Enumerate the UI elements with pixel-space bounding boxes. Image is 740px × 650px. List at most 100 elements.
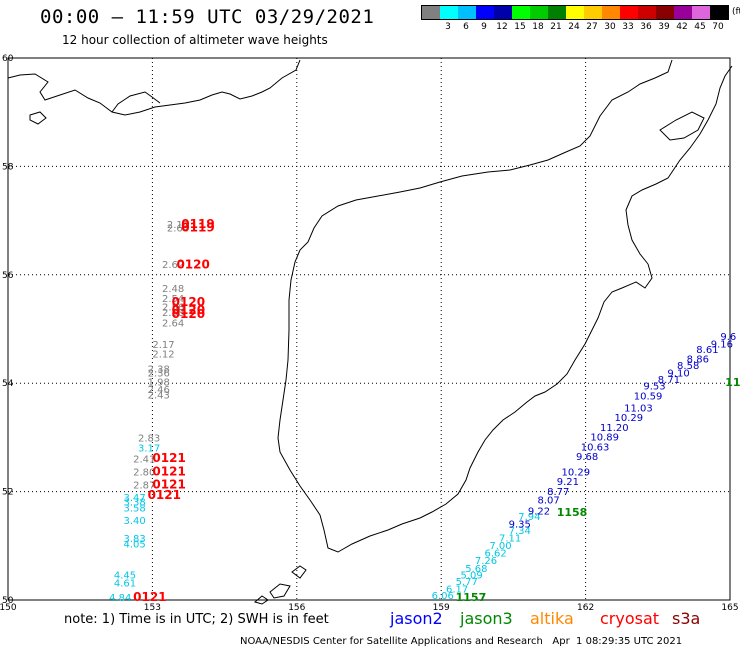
swh-value-grey: 2.36 bbox=[148, 369, 170, 380]
swh-value-cyan: 3.38 bbox=[124, 498, 146, 509]
satellite-label-altika: altika bbox=[530, 609, 574, 628]
kuril-island-1 bbox=[291, 565, 307, 579]
pass-time-red: 0121 bbox=[148, 488, 181, 502]
swh-value-cyan: 6.62 bbox=[485, 549, 507, 560]
swh-value-blue: 9.68 bbox=[576, 452, 598, 463]
swh-value-cyan: 3.47 bbox=[124, 493, 146, 504]
swh-value-grey: 2.56 bbox=[162, 303, 184, 314]
observation-labels: 2.172.642.622.482.542.562.582.642.172.12… bbox=[109, 217, 740, 604]
kamchatka-gulf bbox=[659, 111, 705, 141]
legend-swatch bbox=[566, 6, 584, 19]
west-kamchatka-coast bbox=[277, 59, 673, 553]
swh-value-blue: 11.03 bbox=[624, 403, 653, 414]
legend-swatch bbox=[512, 6, 530, 19]
legend-swatch bbox=[440, 6, 458, 19]
legend-tick-label: 42 bbox=[676, 22, 688, 32]
legend-swatch bbox=[692, 6, 710, 19]
swh-value-blue: 8.86 bbox=[687, 355, 709, 366]
satellite-label-jason2: jason2 bbox=[390, 609, 443, 628]
legend-tick-label: 70 bbox=[712, 22, 724, 32]
page-subtitle: 12 hour collection of altimeter wave hei… bbox=[62, 33, 328, 47]
lon-tick-label: 150 bbox=[0, 603, 17, 613]
swh-value-blue: 9.22 bbox=[528, 506, 550, 517]
page-title: 00:00 – 11:59 UTC 03/29/2021 bbox=[40, 6, 375, 28]
legend-swatch bbox=[656, 6, 674, 19]
satellite-label-s3a: s3a bbox=[672, 609, 701, 628]
swh-value-blue: 8.07 bbox=[537, 496, 559, 507]
pass-time-red: 0121 bbox=[152, 451, 185, 465]
swh-value-blue: 8.71 bbox=[658, 375, 680, 386]
pass-time-red: 0120 bbox=[172, 295, 205, 309]
swh-value-cyan: 4.84 bbox=[109, 593, 131, 604]
swh-value-blue: 9.10 bbox=[667, 369, 689, 380]
swh-value-blue: 10.59 bbox=[634, 391, 663, 402]
pass-time-red: 0120 bbox=[176, 257, 209, 271]
satellite-label-cryosat: cryosat bbox=[600, 609, 660, 628]
swh-value-grey: 2.64 bbox=[167, 223, 189, 234]
swh-value-cyan: 7.34 bbox=[509, 526, 531, 537]
legend-swatch bbox=[422, 6, 440, 19]
legend-ticks: 3 6 9 12 15 18 21 24 27 30 33 36 39 42 45 70 bbox=[421, 20, 729, 34]
swh-value-cyan: 6.17 bbox=[446, 584, 468, 595]
legend-swatch bbox=[674, 6, 692, 19]
coastline bbox=[7, 59, 733, 605]
swh-value-blue: 9.35 bbox=[509, 519, 531, 530]
legend-swatches bbox=[421, 5, 729, 20]
legend-swatch bbox=[530, 6, 548, 19]
swh-value-blue: 10.89 bbox=[590, 433, 619, 444]
pass-time-red: 0120 bbox=[172, 303, 205, 317]
swh-value-grey: 2.38 bbox=[148, 364, 170, 375]
swh-value-cyan: 6.06 bbox=[432, 591, 454, 602]
legend-tick-label: 36 bbox=[640, 22, 652, 32]
swh-value-grey: 2.48 bbox=[162, 284, 184, 295]
kuril-island-2 bbox=[269, 583, 291, 599]
east-kamchatka-coast bbox=[625, 65, 733, 265]
legend-swatch bbox=[476, 6, 494, 19]
lon-tick-label: 159 bbox=[433, 603, 450, 613]
swh-value-grey: 2.12 bbox=[152, 350, 174, 361]
legend-tick-label: 33 bbox=[622, 22, 634, 32]
legend-tick-label: 12 bbox=[496, 22, 508, 32]
legend-swatch bbox=[548, 6, 566, 19]
pass-time-red: 0119 bbox=[181, 220, 214, 234]
swh-value-grey: 1.98 bbox=[148, 377, 170, 388]
map-frame bbox=[7, 57, 731, 601]
lon-tick-label: 153 bbox=[144, 603, 161, 613]
swh-value-grey: 2.17 bbox=[152, 340, 174, 351]
swh-value-cyan: 7.11 bbox=[499, 533, 521, 544]
swh-value-cyan: 7.94 bbox=[518, 512, 540, 523]
swh-value-cyan: 7.26 bbox=[475, 556, 497, 567]
legend-tick-label: 27 bbox=[586, 22, 598, 32]
legend-tick-label: 18 bbox=[532, 22, 544, 32]
pass-time-red: 0121 bbox=[152, 477, 185, 491]
swh-value-blue: 8.58 bbox=[677, 361, 699, 372]
swh-value-grey: 2.43 bbox=[148, 390, 170, 401]
swh-value-cyan: 7.00 bbox=[489, 541, 511, 552]
pass-time-red: 0119 bbox=[181, 217, 214, 231]
legend-tick-label: 3 bbox=[445, 22, 451, 32]
swh-value-grey: 2.58 bbox=[162, 308, 184, 319]
swh-value-cyan: 4.61 bbox=[114, 578, 136, 589]
swh-value-blue: 10.29 bbox=[614, 413, 643, 424]
north-peninsula bbox=[111, 91, 161, 113]
swh-value-cyan: 3.83 bbox=[124, 534, 146, 545]
swh-value-cyan: 5.09 bbox=[460, 570, 482, 581]
legend-swatch bbox=[602, 6, 620, 19]
legend-swatch bbox=[620, 6, 638, 19]
units-note: note: 1) Time is in UTC; 2) SWH is in fe… bbox=[64, 612, 329, 627]
legend-tick-label: 15 bbox=[514, 22, 526, 32]
swh-value-cyan: 3.58 bbox=[124, 504, 146, 515]
lon-tick-label: 162 bbox=[577, 603, 594, 613]
swh-value-grey: 2.80 bbox=[133, 467, 155, 478]
swh-value-grey: 2.54 bbox=[162, 294, 184, 305]
legend-tick-label: 30 bbox=[604, 22, 616, 32]
swh-value-cyan: 5.68 bbox=[465, 564, 487, 575]
legend-swatch bbox=[458, 6, 476, 19]
pass-time-red: 0121 bbox=[133, 590, 166, 604]
legend-tick-label: 9 bbox=[481, 22, 487, 32]
legend-tick-label: 45 bbox=[694, 22, 706, 32]
pass-time-green: 1159 bbox=[725, 376, 740, 389]
